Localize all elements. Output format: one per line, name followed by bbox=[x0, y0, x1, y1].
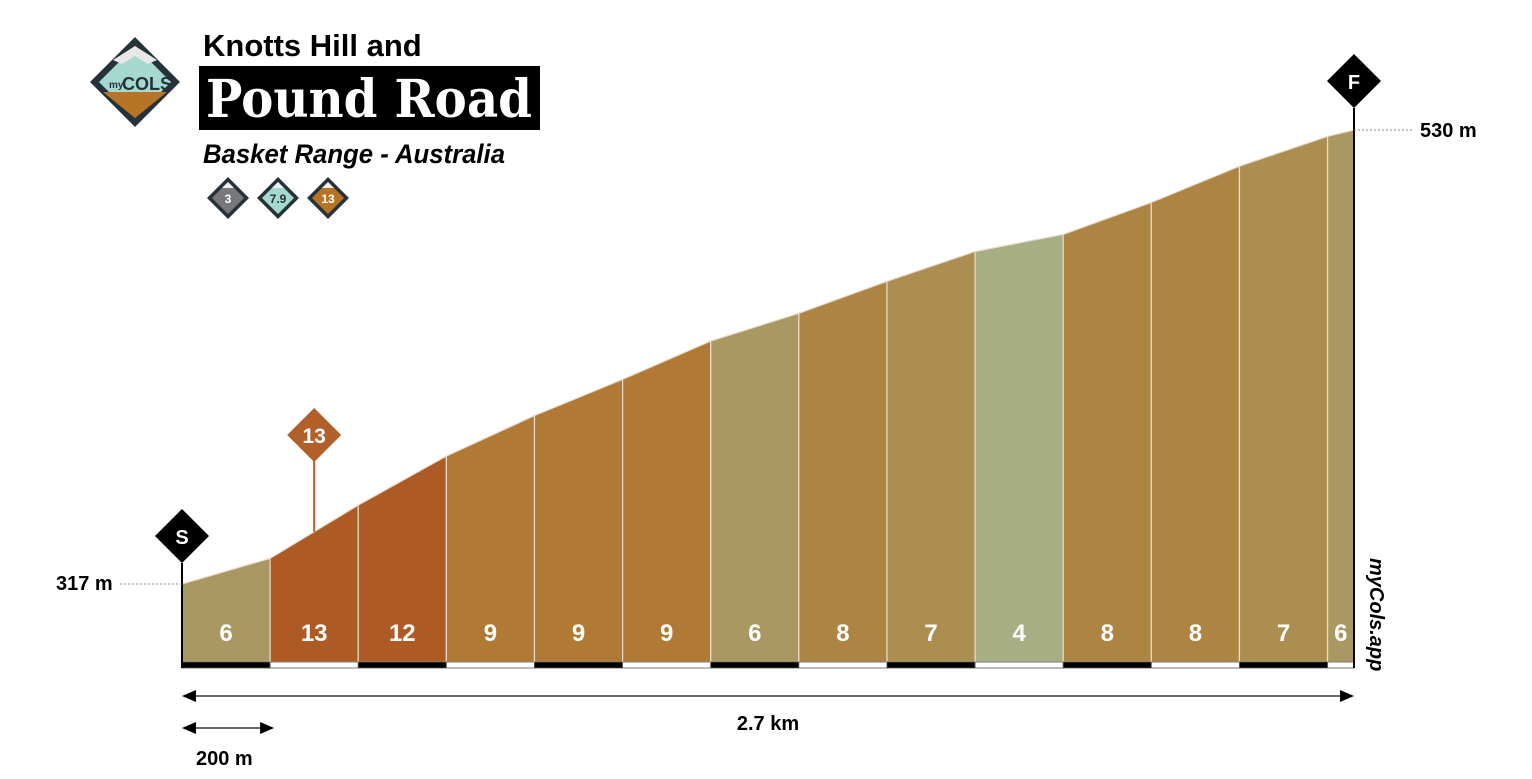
arrow-head-right-icon bbox=[1340, 690, 1354, 702]
title-line1: Knotts Hill and bbox=[203, 28, 422, 63]
segment-gradient-label: 7 bbox=[1277, 620, 1290, 647]
segment-gradient-label: 6 bbox=[748, 620, 761, 647]
distance-scale-bar bbox=[1327, 661, 1355, 669]
profile-segment bbox=[1326, 129, 1355, 663]
difficulty-badges: 3 7.9 13 bbox=[207, 177, 349, 219]
segment-gradient-label: 9 bbox=[572, 620, 585, 647]
segment-gradient-label: 12 bbox=[389, 620, 416, 647]
scale-label: 200 m bbox=[196, 748, 253, 770]
badge-value: 13 bbox=[321, 192, 335, 206]
distance-scale-bar bbox=[445, 661, 535, 669]
finish-marker bbox=[1327, 54, 1381, 108]
total-distance-label: 2.7 km bbox=[737, 713, 799, 735]
difficulty-badge: 7.9 bbox=[257, 177, 299, 219]
title-background bbox=[199, 66, 540, 130]
distance-scale-bar bbox=[357, 661, 447, 669]
segment-gradient-label: 9 bbox=[660, 620, 673, 647]
segment-gradient-label: 6 bbox=[219, 620, 232, 647]
max-gradient-marker bbox=[287, 408, 342, 462]
badge-value: 7.9 bbox=[270, 192, 287, 206]
difficulty-badge: 13 bbox=[307, 177, 349, 219]
distance-scale-bar bbox=[974, 661, 1064, 669]
profile-segment bbox=[710, 312, 800, 663]
segment-gradient-label: 8 bbox=[1101, 620, 1114, 647]
distance-scale-bar bbox=[269, 661, 359, 669]
profile-segment bbox=[798, 280, 888, 663]
segment-gradient-label: 6 bbox=[1334, 620, 1347, 647]
svg-text:my: my bbox=[109, 80, 124, 91]
svg-text:COLS: COLS bbox=[122, 74, 172, 94]
start-marker-label: S bbox=[175, 527, 188, 549]
distance-scale-bar bbox=[181, 661, 271, 669]
segment-gradient-label: 4 bbox=[1012, 620, 1026, 647]
distance-scale-bar bbox=[622, 661, 712, 669]
arrow-head-left-icon bbox=[182, 722, 196, 734]
segment-gradient-label: 7 bbox=[924, 620, 937, 647]
profile-segment bbox=[974, 233, 1064, 663]
profile-segment bbox=[622, 340, 712, 663]
subtitle: Basket Range - Australia bbox=[203, 139, 505, 169]
segment-gradient-label: 8 bbox=[836, 620, 849, 647]
start-marker bbox=[155, 509, 209, 563]
segment-gradient-label: 9 bbox=[484, 620, 497, 647]
difficulty-badge: 3 bbox=[207, 177, 249, 219]
profile: 6 13 12 9 9 9 6 8 7 4 8 8 7 6 S F 317 m 530 m 13 2.7 km 200 … bbox=[56, 54, 1477, 770]
profile-segment bbox=[1062, 201, 1152, 663]
distance-scale-bar bbox=[1062, 661, 1152, 669]
arrow-head-left-icon bbox=[182, 690, 196, 702]
profile-segment bbox=[1150, 165, 1241, 663]
segment-gradient-label: 13 bbox=[301, 620, 328, 647]
mycols-logo: my COLS bbox=[90, 37, 180, 127]
arrow-head-right-icon bbox=[260, 722, 275, 734]
finish-marker-label: F bbox=[1348, 72, 1360, 94]
distance-scale-bar bbox=[1239, 661, 1328, 669]
badge-value: 3 bbox=[225, 192, 232, 206]
distance-scale-bar bbox=[710, 661, 800, 669]
profile-segment bbox=[1238, 135, 1329, 663]
start-elevation-label: 317 m bbox=[56, 573, 113, 595]
distance-scale-bar bbox=[534, 661, 624, 669]
page-title: Pound Road bbox=[206, 69, 532, 130]
distance-scale-bar bbox=[798, 661, 888, 669]
watermark: myCols.app bbox=[1365, 558, 1387, 671]
profile-segment bbox=[886, 250, 976, 663]
max-gradient-label: 13 bbox=[303, 425, 326, 448]
finish-elevation-label: 530 m bbox=[1420, 120, 1477, 142]
segment-gradient-label: 8 bbox=[1189, 620, 1202, 647]
distance-scale-bar bbox=[886, 661, 976, 669]
distance-scale-bar bbox=[1150, 661, 1240, 669]
